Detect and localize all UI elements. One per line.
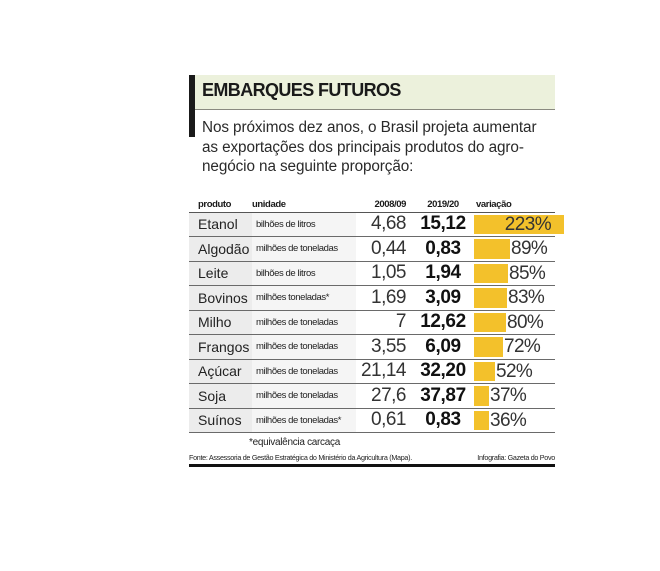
variation-bar bbox=[474, 288, 507, 308]
value-2008: 21,14 bbox=[356, 359, 412, 384]
value-2019: 0,83 bbox=[412, 408, 474, 433]
value-2019: 0,83 bbox=[412, 236, 474, 262]
value-2019: 1,94 bbox=[412, 261, 474, 286]
value-2008: 0,61 bbox=[356, 408, 412, 433]
title-band: EMBARQUES FUTUROS bbox=[189, 75, 555, 137]
value-2008: 3,55 bbox=[356, 334, 412, 360]
unit: milhões de toneladas bbox=[252, 383, 356, 409]
value-2019: 12,62 bbox=[412, 310, 474, 335]
variation-label: 72% bbox=[504, 336, 541, 357]
unit: milhões toneladas* bbox=[252, 285, 356, 311]
unit: milhões de toneladas bbox=[252, 359, 356, 384]
value-2019: 37,87 bbox=[412, 383, 474, 409]
table-row: Milho milhões de toneladas 7 12,62 80% bbox=[189, 310, 555, 335]
variation-label: 80% bbox=[507, 311, 544, 333]
product-name: Frangos bbox=[189, 334, 252, 360]
table-row: Soja milhões de toneladas 27,6 37,87 37% bbox=[189, 383, 555, 409]
variation-label: 36% bbox=[490, 409, 527, 431]
variation-label: 52% bbox=[496, 360, 533, 382]
source-text: Fonte: Assessoria de Gestão Estratégica … bbox=[189, 453, 412, 462]
variation-bar bbox=[474, 361, 495, 381]
value-2019: 15,12 bbox=[412, 212, 474, 237]
variation-cell: 37% bbox=[474, 383, 555, 409]
variation-cell: 36% bbox=[474, 408, 555, 433]
infographic-title: EMBARQUES FUTUROS bbox=[202, 80, 401, 100]
variation-bar bbox=[474, 337, 503, 357]
variation-label: 223% bbox=[504, 213, 552, 235]
value-2008: 4,68 bbox=[356, 212, 412, 237]
value-2019: 32,20 bbox=[412, 359, 474, 384]
product-name: Bovinos bbox=[189, 285, 252, 311]
footnote: *equivalência carcaça bbox=[249, 437, 340, 448]
table-header-row: produto unidade 2008/09 2019/20 variação bbox=[189, 192, 555, 213]
unit: bilhões de litros bbox=[252, 212, 356, 237]
unit: milhões de toneladas bbox=[252, 236, 356, 262]
product-name: Etanol bbox=[189, 212, 252, 237]
variation-cell: 52% bbox=[474, 359, 555, 384]
variation-cell: 223% bbox=[474, 212, 564, 237]
variation-cell: 85% bbox=[474, 261, 555, 286]
table-row: Frangos milhões de toneladas 3,55 6,09 72% bbox=[189, 334, 555, 360]
value-2008: 27,6 bbox=[356, 383, 412, 409]
value-2008: 7 bbox=[356, 310, 412, 335]
value-2008: 1,05 bbox=[356, 261, 412, 286]
column-header-variacao: variação bbox=[474, 192, 555, 213]
footer: Fonte: Assessoria de Gestão Estratégica … bbox=[189, 453, 555, 467]
intro-text: Nos próximos dez anos, o Brasil projeta … bbox=[202, 119, 537, 175]
table-row: Etanol bilhões de litros 4,68 15,12 223% bbox=[189, 212, 564, 237]
unit: milhões de toneladas bbox=[252, 334, 356, 360]
table-row: Açúcar milhões de toneladas 21,14 32,20 52% bbox=[189, 359, 555, 384]
column-header-unidade: unidade bbox=[252, 192, 356, 213]
variation-label: 85% bbox=[509, 262, 546, 284]
variation-label: 89% bbox=[511, 238, 548, 259]
unit: milhões de toneladas* bbox=[252, 408, 356, 433]
product-name: Milho bbox=[189, 310, 252, 335]
value-2019: 6,09 bbox=[412, 334, 474, 360]
product-name: Algodão bbox=[189, 236, 252, 262]
variation-cell: 83% bbox=[474, 285, 555, 311]
variation-label: 83% bbox=[508, 287, 545, 308]
variation-bar bbox=[474, 410, 489, 430]
unit: bilhões de litros bbox=[252, 261, 356, 286]
accent-bar bbox=[189, 75, 195, 137]
variation-cell: 72% bbox=[474, 334, 555, 360]
value-2008: 0,44 bbox=[356, 236, 412, 262]
column-header-2008: 2008/09 bbox=[356, 192, 412, 213]
variation-bar bbox=[474, 214, 564, 234]
product-name: Açúcar bbox=[189, 359, 252, 384]
variation-bar bbox=[474, 312, 506, 332]
variation-cell: 80% bbox=[474, 310, 555, 335]
variation-cell: 89% bbox=[474, 236, 555, 262]
table-row: Bovinos milhões toneladas* 1,69 3,09 83% bbox=[189, 285, 555, 311]
unit: milhões de toneladas bbox=[252, 310, 356, 335]
export-table: produto unidade 2008/09 2019/20 variação… bbox=[189, 192, 564, 434]
variation-bar bbox=[474, 263, 508, 283]
column-header-2019: 2019/20 bbox=[412, 192, 474, 213]
credit-text: Infografia: Gazeta do Povo bbox=[477, 453, 555, 462]
value-2008: 1,69 bbox=[356, 285, 412, 311]
variation-label: 37% bbox=[490, 385, 527, 406]
table-row: Suínos milhões de toneladas* 0,61 0,83 36% bbox=[189, 408, 555, 433]
table-row: Leite bilhões de litros 1,05 1,94 85% bbox=[189, 261, 555, 286]
product-name: Soja bbox=[189, 383, 252, 409]
infographic: EMBARQUES FUTUROS Nos próximos dez anos,… bbox=[189, 75, 564, 467]
variation-bar bbox=[474, 239, 510, 259]
table-row: Algodão milhões de toneladas 0,44 0,83 89% bbox=[189, 236, 555, 262]
value-2019: 3,09 bbox=[412, 285, 474, 311]
variation-bar bbox=[474, 386, 489, 406]
product-name: Leite bbox=[189, 261, 252, 286]
column-header-produto: produto bbox=[189, 192, 252, 213]
product-name: Suínos bbox=[189, 408, 252, 433]
